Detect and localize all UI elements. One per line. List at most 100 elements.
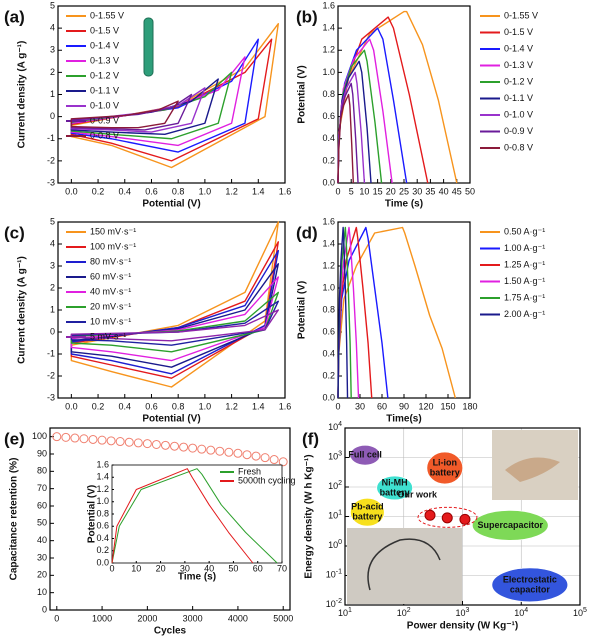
tick-label: 0.8 (172, 186, 185, 196)
tick-label: 0.8 (322, 304, 335, 314)
tick-label: 20 (37, 570, 47, 580)
tick-label: 20 (386, 186, 396, 196)
series-line (337, 226, 457, 399)
series-line (70, 276, 280, 362)
tick-exponent: 4 (524, 607, 528, 614)
tick-exponent: 3 (466, 607, 470, 614)
tick-label: 40 (204, 563, 214, 573)
tick-label: 102 (328, 480, 342, 492)
tick-base: 10 (328, 481, 338, 491)
tick-label: 0 (335, 401, 340, 411)
tick-label: 2 (50, 282, 55, 292)
tick-label: 104 (328, 421, 342, 433)
point (133, 438, 143, 448)
tick-label: 90 (37, 448, 47, 458)
tick-label: 105 (573, 607, 587, 619)
point (269, 455, 279, 465)
point (151, 439, 161, 449)
legend-label: 20 mV·s⁻¹ (90, 301, 131, 311)
photos (347, 430, 578, 604)
legend-label: 150 mV·s⁻¹ (90, 226, 136, 236)
tick-label: 5000 (273, 613, 293, 623)
point (61, 432, 71, 442)
legend-label: 0-1.55 V (90, 10, 124, 20)
legend-label: 100 mV·s⁻¹ (90, 241, 136, 251)
tick-label: 1.2 (322, 260, 335, 270)
y-axis-title: Current density (A g⁻¹) (17, 256, 28, 364)
tick-label: 0 (335, 186, 340, 196)
plot-frame (111, 464, 283, 564)
tick-label: 1 (50, 89, 55, 99)
tick-label: 1.0 (322, 282, 335, 292)
tick-label: 0.4 (322, 348, 335, 358)
tick-label: 50 (228, 563, 238, 573)
tick-label: 1.2 (225, 186, 238, 196)
x-axis-title: Time (s) (178, 572, 216, 583)
plot-frame (337, 221, 471, 399)
series-line (337, 93, 355, 184)
point (70, 433, 80, 443)
tick-label: 180 (462, 401, 477, 411)
x-axis-title: Cycles (154, 626, 187, 637)
tick-label: 1.6 (279, 401, 292, 411)
point (179, 442, 189, 452)
legend-label: 0.50 A·g⁻¹ (504, 226, 545, 236)
fiber-photo (143, 17, 154, 77)
tick-label: 0.2 (322, 155, 335, 165)
legend-label: Fresh (238, 466, 261, 476)
tick-label: 0.0 (96, 557, 109, 567)
tick-label: 0.6 (145, 401, 158, 411)
legend-label: 0-1.1 V (504, 93, 533, 103)
tick-label: -2 (47, 155, 55, 165)
our-work-label: Our work (397, 490, 438, 500)
tick-label: 1.4 (96, 472, 109, 482)
tick-label: 0 (109, 563, 114, 573)
tick-label: 50 (37, 518, 47, 528)
tick-exponent: -2 (336, 598, 342, 605)
legend-label: 0-1.3 V (504, 60, 533, 70)
tick-exponent: 3 (338, 450, 342, 457)
tick-label: 0.0 (322, 177, 335, 187)
tick-base: 10 (328, 452, 338, 462)
tick-label: 2000 (137, 613, 157, 623)
region (491, 567, 569, 603)
tick-label: 1000 (92, 613, 112, 623)
legend-label: 0-1.55 V (504, 10, 538, 20)
tick-label: 0.8 (172, 401, 185, 411)
point (278, 457, 288, 467)
tick-label: 0.6 (322, 111, 335, 121)
tick-label: 0.2 (92, 401, 105, 411)
photo-detail (505, 457, 560, 482)
tick-label: 2 (50, 67, 55, 77)
tick-label: 3000 (183, 613, 203, 623)
tick-label: 1.4 (322, 23, 335, 33)
tick-label: 1 (50, 304, 55, 314)
tick-label: 50 (465, 186, 475, 196)
region (426, 451, 464, 485)
tick-label: 0 (50, 111, 55, 121)
point (206, 445, 216, 455)
series-line (337, 226, 349, 399)
tick-label: -2 (47, 370, 55, 380)
tick-label: 0.8 (322, 89, 335, 99)
region-label: Supercapacitor (477, 520, 543, 530)
tick-label: 100 (32, 431, 47, 441)
legend-label: 1.50 A·g⁻¹ (504, 276, 545, 286)
series-line (70, 100, 179, 129)
tick-base: 10 (326, 570, 336, 580)
legend-label: 1.75 A·g⁻¹ (504, 292, 545, 302)
tick-label: 4 (50, 238, 55, 248)
tick-label: 5 (50, 0, 55, 10)
point (79, 434, 89, 444)
tick-label: 60 (37, 500, 47, 510)
panel-label: (c) (4, 223, 25, 242)
tick-label: 60 (377, 401, 387, 411)
point (124, 437, 134, 447)
tick-label: 1.0 (96, 496, 109, 506)
tick-label: 0.4 (119, 401, 132, 411)
tick-label: 70 (37, 483, 47, 493)
tick-label: 30 (37, 552, 47, 562)
tick-exponent: 1 (348, 607, 352, 614)
tick-label: 0 (54, 613, 59, 623)
region-label: Ni-MH (382, 477, 408, 487)
